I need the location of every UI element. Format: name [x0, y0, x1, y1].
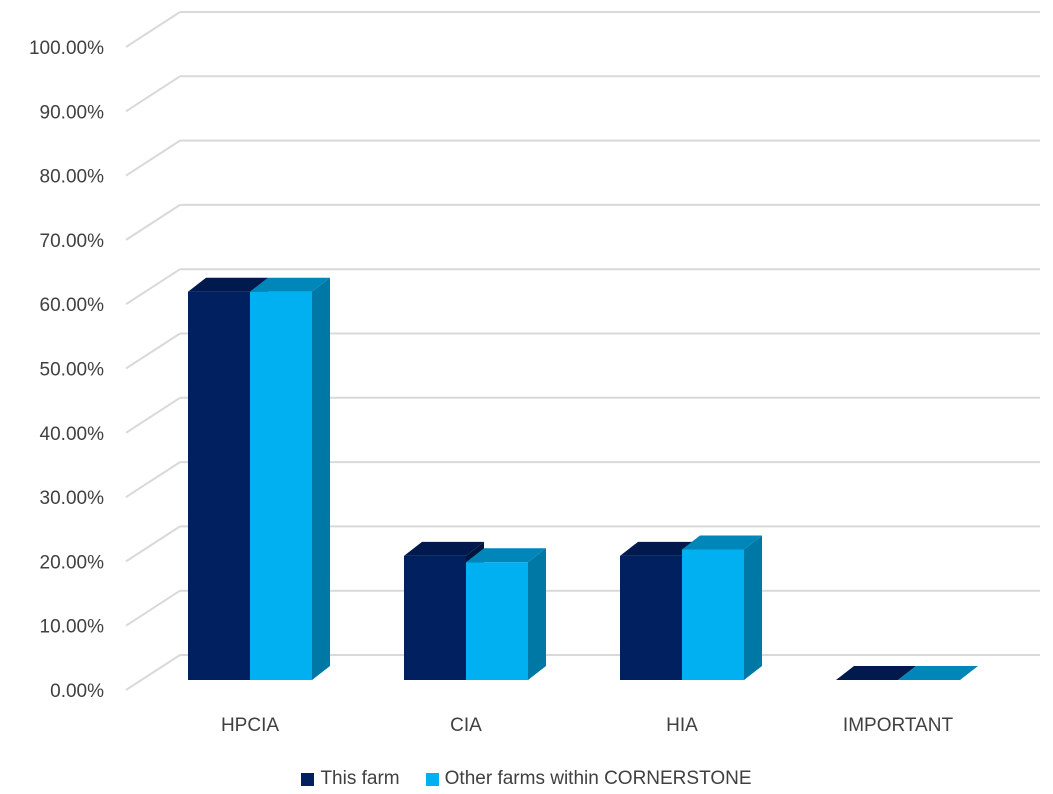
bar-top-face	[466, 548, 546, 563]
legend: This farm Other farms within CORNERSTONE	[0, 766, 1053, 792]
legend-label-series-0: This farm	[320, 768, 400, 789]
bar-chart: 0.00% 10.00% 20.00% 30.00% 40.00% 50.00% 60.00…	[29, 11, 1040, 736]
bar-front-face	[188, 291, 250, 680]
y-axis-tick-labels: 0.00% 10.00% 20.00% 30.00% 40.00% 50.00% 60.00…	[29, 38, 104, 702]
x-tick-label: CIA	[450, 715, 482, 736]
y-tick-label: 100.00%	[29, 38, 104, 59]
gridline-side-10	[125, 11, 181, 48]
bar-front-face	[250, 291, 312, 680]
y-tick-label: 70.00%	[40, 231, 105, 252]
gridline-side-2	[125, 525, 181, 563]
y-tick-label: 10.00%	[40, 617, 105, 638]
gridline-side-0	[125, 654, 181, 691]
bar-side-face	[744, 535, 762, 680]
y-tick-label: 90.00%	[40, 102, 105, 123]
gridline-side-3	[125, 461, 181, 498]
bar-3-1	[898, 666, 978, 680]
legend-swatch-series-1	[425, 772, 439, 786]
y-tick-label: 30.00%	[40, 488, 105, 509]
gridline-side-7	[125, 204, 181, 241]
bar-top-face	[836, 666, 916, 680]
y-tick-label: 40.00%	[40, 424, 105, 445]
bar-front-face	[620, 555, 682, 680]
x-tick-label: IMPORTANT	[843, 715, 954, 736]
legend-item-series-1: Other farms within CORNERSTONE	[425, 768, 752, 790]
bar-top-face	[620, 541, 700, 556]
gridline-side-4	[125, 396, 181, 434]
y-tick-label: 80.00%	[40, 167, 105, 188]
bar-top-face	[682, 535, 762, 550]
bar-side-face	[312, 277, 330, 680]
gridline-side-8	[125, 139, 181, 177]
y-tick-label: 60.00%	[40, 295, 105, 316]
gridline-side-6	[125, 268, 181, 306]
y-tick-label: 20.00%	[40, 552, 105, 573]
gridline-side-1	[125, 589, 181, 627]
bar-top-face	[898, 666, 978, 680]
bar-front-face	[466, 562, 528, 680]
bar-1-1	[466, 548, 546, 680]
bar-2-1	[682, 535, 762, 680]
y-tick-label: 50.00%	[40, 360, 105, 381]
gridline-side-9	[125, 75, 181, 113]
legend-item-series-0: This farm	[301, 768, 400, 790]
y-tick-label: 0.00%	[50, 681, 104, 702]
bar-top-face	[250, 277, 330, 292]
bar-front-face	[682, 549, 744, 680]
x-tick-label: HIA	[666, 715, 698, 736]
bar-front-face	[404, 555, 466, 680]
bar-top-face	[404, 541, 484, 556]
legend-label-series-1: Other farms within CORNERSTONE	[444, 768, 752, 789]
x-tick-label: HPCIA	[221, 715, 279, 736]
bar-0-1	[250, 277, 330, 680]
bar-side-face	[528, 548, 546, 680]
gridline-side-5	[125, 332, 181, 370]
x-axis-category-labels: HPCIA CIA HIA IMPORTANT	[221, 715, 953, 736]
bar-3-0	[836, 666, 916, 680]
bars	[188, 277, 978, 680]
legend-swatch-series-0	[301, 772, 315, 786]
bar-top-face	[188, 277, 268, 292]
